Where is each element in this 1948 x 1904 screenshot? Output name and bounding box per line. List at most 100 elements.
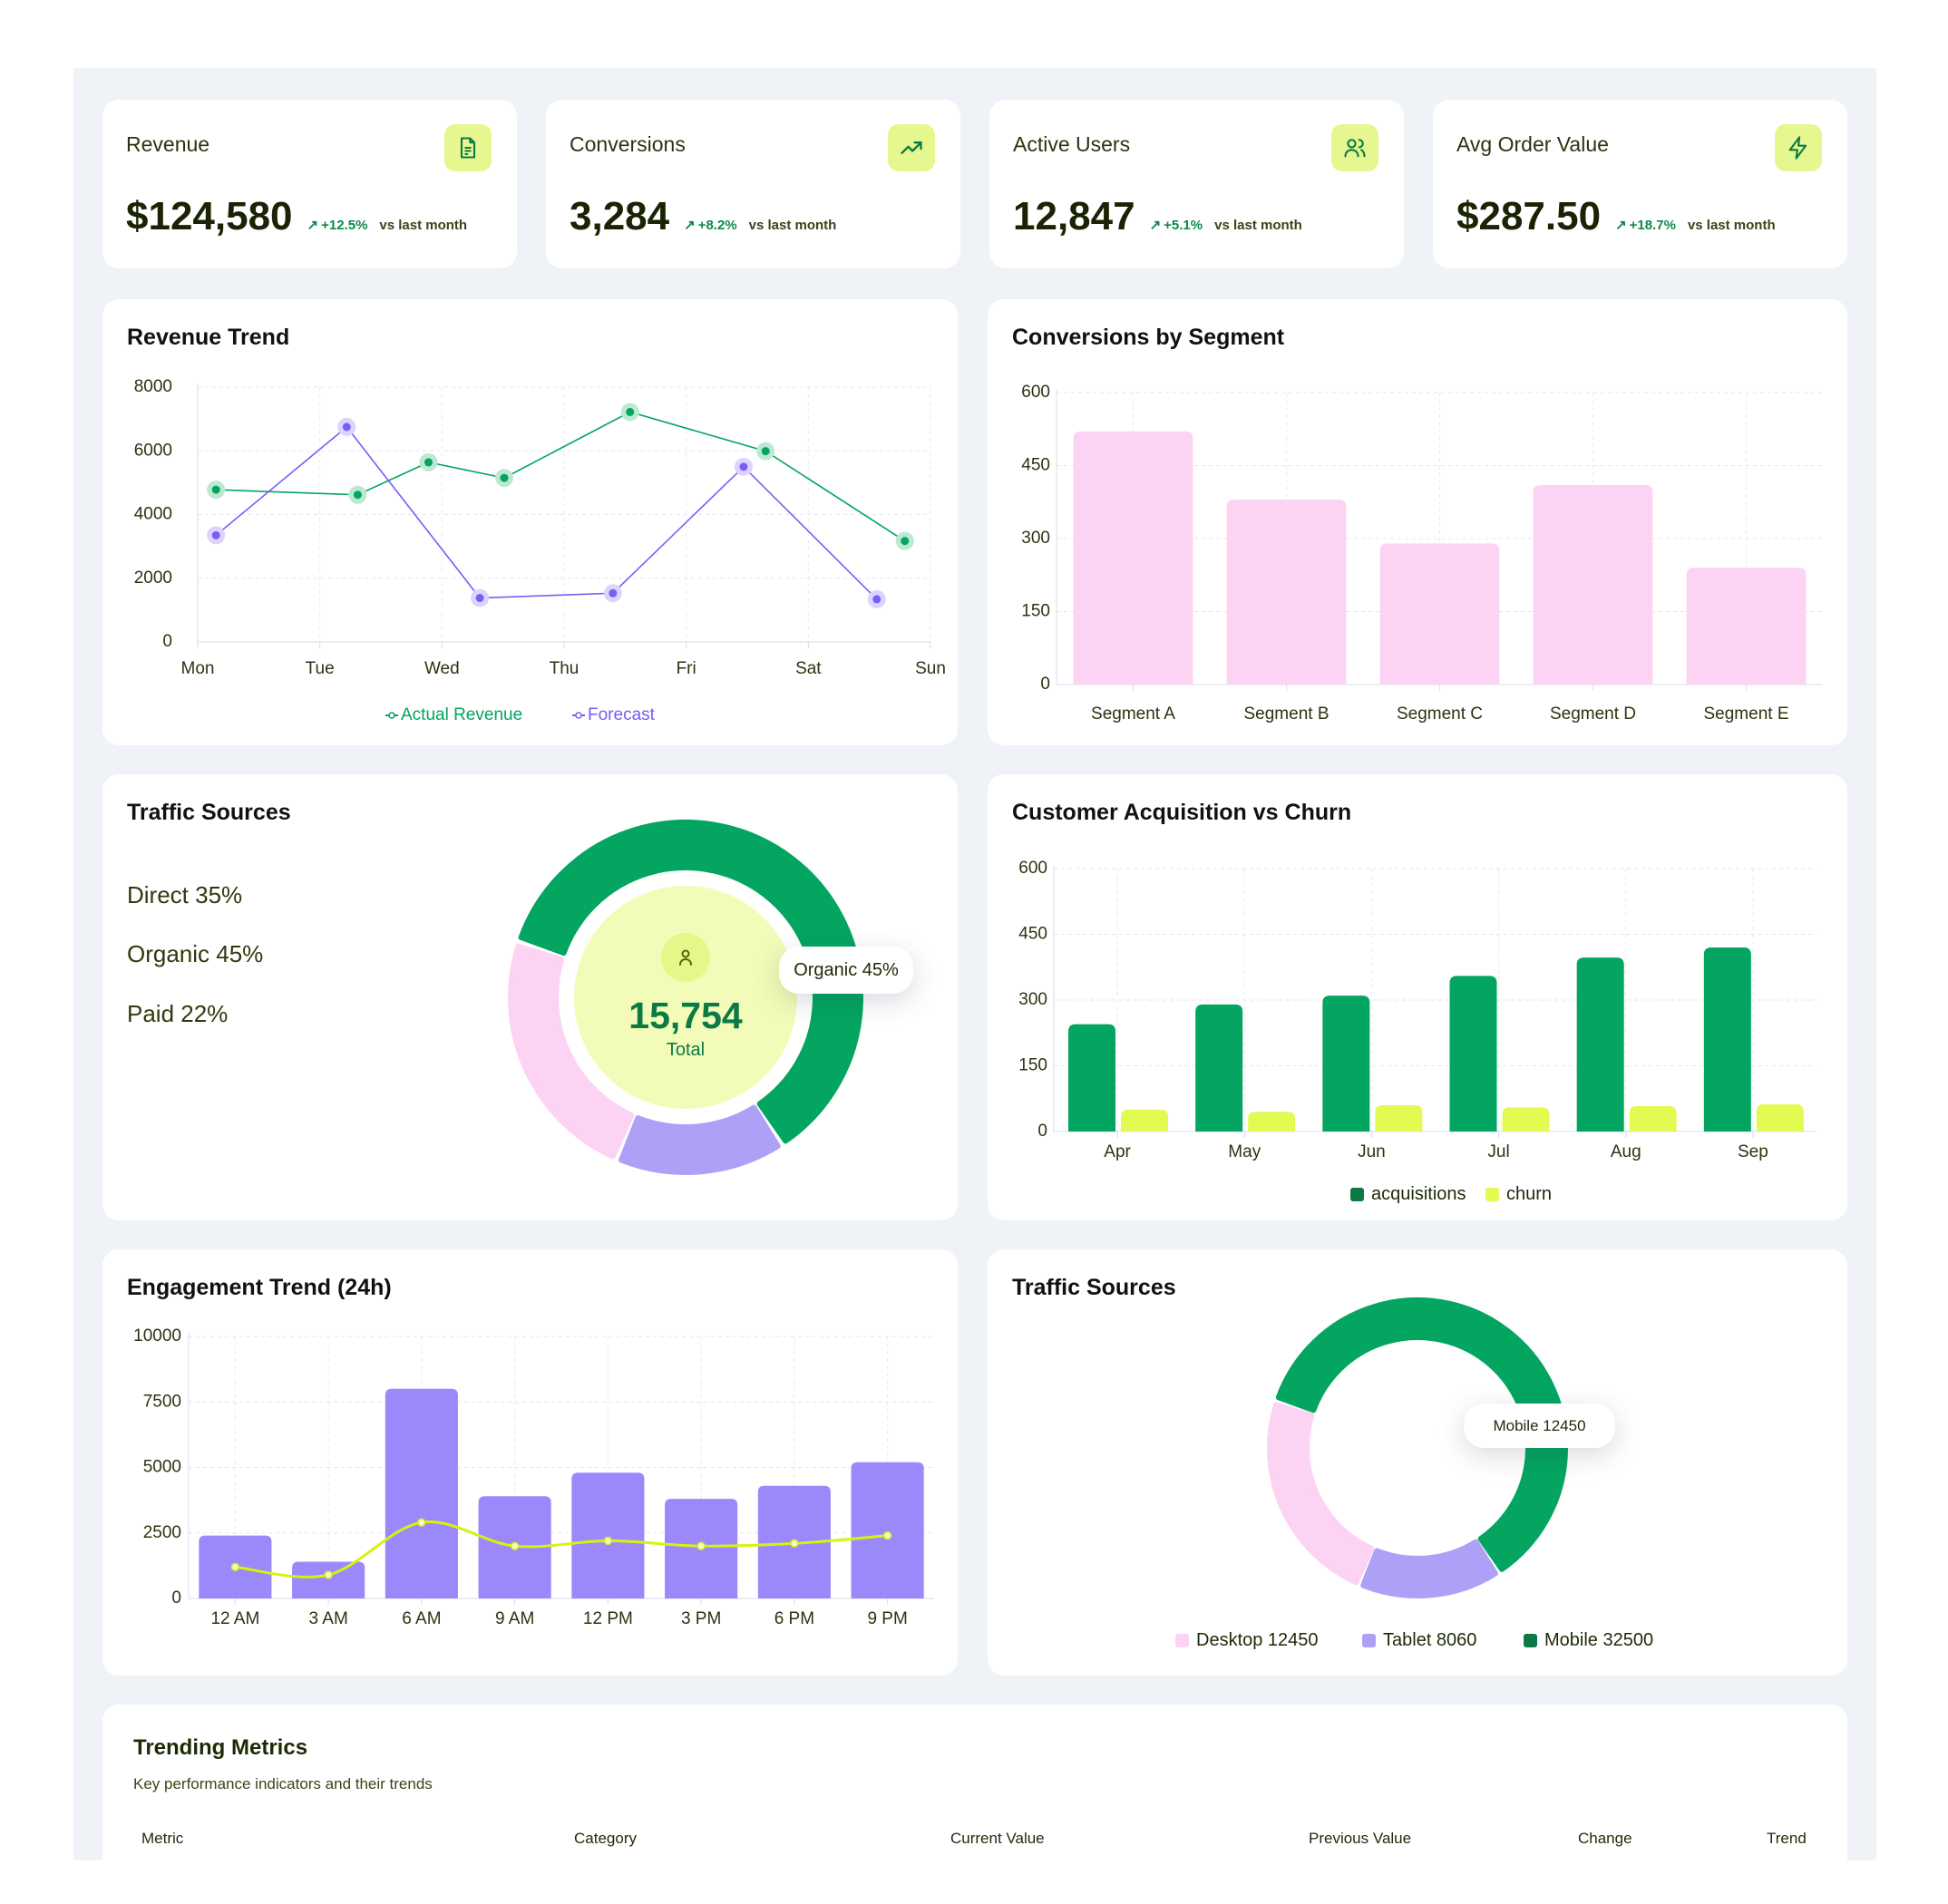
donut-segment-tablet bbox=[1360, 1539, 1498, 1598]
column-header-change[interactable]: Change bbox=[1578, 1830, 1632, 1847]
bar-9-pm bbox=[851, 1462, 924, 1598]
y-tick-label: 0 bbox=[1037, 1122, 1047, 1141]
donut-center bbox=[574, 886, 797, 1109]
x-tick-label: 6 AM bbox=[402, 1609, 441, 1628]
kpi-card-active-users: Active Users 12,847 ↗ +5.1% vs last month bbox=[989, 100, 1404, 268]
data-point bbox=[872, 595, 881, 604]
bar-acquisitions-sep bbox=[1703, 947, 1751, 1132]
x-tick-label: Mon bbox=[181, 659, 215, 678]
column-header-metric[interactable]: Metric bbox=[141, 1830, 184, 1847]
column-header-trend[interactable]: Trend bbox=[1767, 1830, 1807, 1847]
y-tick-label: 0 bbox=[1040, 675, 1050, 694]
data-point bbox=[324, 1570, 333, 1579]
bar-churn-jul bbox=[1502, 1107, 1550, 1132]
column-header-current-value[interactable]: Current Value bbox=[950, 1830, 1045, 1847]
legend-forecast: Forecast bbox=[588, 705, 656, 724]
legend-desktop[interactable]: Desktop 12450 bbox=[1175, 1630, 1319, 1651]
donut-total: 15,754 bbox=[628, 995, 743, 1036]
x-tick-label: Segment B bbox=[1244, 704, 1330, 724]
lightning-icon bbox=[1775, 124, 1822, 171]
legend-swatch bbox=[1485, 1188, 1499, 1201]
data-point bbox=[211, 485, 220, 494]
data-point bbox=[342, 423, 351, 432]
bar-acquisitions-jun bbox=[1322, 996, 1370, 1132]
legend-acquisitions[interactable]: acquisitions bbox=[1350, 1184, 1466, 1205]
donut-segment-paid bbox=[618, 1104, 781, 1175]
y-tick-label: 450 bbox=[1021, 456, 1050, 475]
bar-churn-apr bbox=[1121, 1109, 1168, 1132]
bar-churn-sep bbox=[1756, 1104, 1804, 1132]
x-tick-label: Jul bbox=[1487, 1142, 1509, 1161]
revenue-trend-chart: 0 2000 4000 6000 8000 Mon Tue Wed Thu Fri Sat Sun Ac… bbox=[134, 377, 946, 724]
bar-segment-d bbox=[1533, 484, 1653, 685]
bar-churn-may bbox=[1248, 1112, 1296, 1132]
y-tick-label: 600 bbox=[1018, 859, 1047, 878]
document-icon bbox=[444, 124, 492, 171]
legend-mobile[interactable]: Mobile 32500 bbox=[1524, 1630, 1653, 1651]
bar-12-pm bbox=[571, 1472, 645, 1598]
y-tick-label: 6000 bbox=[134, 441, 172, 460]
traffic-donut bbox=[508, 820, 863, 1175]
legend-swatch bbox=[1524, 1634, 1537, 1647]
user-icon bbox=[661, 933, 710, 982]
bar-segment-c bbox=[1379, 543, 1500, 685]
donut-segment-desktop bbox=[1267, 1402, 1375, 1586]
engagement-trend-chart: 0 2500 5000 7500 10000 12 AM 3 AM 6 AM 9 AM 12 PM… bbox=[133, 1326, 934, 1628]
data-point bbox=[790, 1539, 799, 1549]
trend-up-icon: ↗ bbox=[307, 218, 319, 233]
y-tick-label: 0 bbox=[171, 1588, 181, 1608]
data-point bbox=[882, 1530, 892, 1540]
data-point bbox=[500, 473, 509, 482]
kpi-delta: ↗ +8.2% vs last month bbox=[684, 217, 837, 234]
y-tick-label: 4000 bbox=[134, 505, 172, 524]
x-tick-label: 12 PM bbox=[583, 1609, 633, 1628]
x-tick-label: Sun bbox=[915, 659, 946, 678]
trend-up-icon: ↗ bbox=[684, 218, 696, 233]
x-tick-label: Tue bbox=[306, 659, 335, 678]
y-tick-label: 300 bbox=[1021, 529, 1050, 548]
x-tick-label: Wed bbox=[424, 659, 460, 678]
kpi-label: Revenue bbox=[126, 132, 210, 156]
x-tick-label: Segment A bbox=[1091, 704, 1175, 724]
x-tick-label: Fri bbox=[677, 659, 696, 678]
legend-churn[interactable]: churn bbox=[1485, 1184, 1552, 1205]
bar-acquisitions-may bbox=[1195, 1004, 1243, 1132]
legend-marker-icon bbox=[388, 712, 395, 719]
x-tick-label: Segment D bbox=[1550, 704, 1636, 724]
kpi-label: Active Users bbox=[1013, 132, 1131, 156]
donut-segment-direct bbox=[508, 943, 635, 1160]
data-point bbox=[475, 594, 484, 603]
column-header-category[interactable]: Category bbox=[574, 1830, 637, 1847]
users-icon bbox=[1331, 124, 1378, 171]
legend-marker-icon bbox=[575, 712, 582, 719]
data-point bbox=[424, 458, 433, 467]
x-tick-label: Jun bbox=[1358, 1142, 1386, 1161]
table-subtitle: Key performance indicators and their tre… bbox=[133, 1775, 433, 1792]
trending-metrics-card: Trending Metrics Key performance indicat… bbox=[102, 1705, 1847, 1904]
kpi-card-avg-order-value: Avg Order Value $287.50 ↗ +18.7% vs last mo… bbox=[1433, 100, 1847, 268]
bar-acquisitions-jul bbox=[1449, 976, 1497, 1132]
x-tick-label: May bbox=[1228, 1142, 1261, 1161]
acquisition-churn-card: Customer Acquisition vs Churn 0 150 300 450… bbox=[988, 774, 1847, 1220]
y-tick-label: 2500 bbox=[143, 1523, 181, 1542]
bar-segment-b bbox=[1226, 500, 1347, 685]
x-tick-label: Sep bbox=[1738, 1142, 1768, 1161]
data-point bbox=[761, 447, 770, 456]
data-point bbox=[230, 1562, 240, 1572]
x-tick-label: Aug bbox=[1611, 1142, 1641, 1161]
x-tick-label: 3 AM bbox=[308, 1609, 347, 1628]
chart-title: Conversions by Segment bbox=[1012, 325, 1285, 350]
bar-churn-jun bbox=[1375, 1105, 1423, 1132]
donut-segment-organic bbox=[518, 820, 863, 1144]
donut-segment-mobile bbox=[1275, 1297, 1568, 1572]
bar-segment-a bbox=[1073, 431, 1193, 685]
legend-tablet[interactable]: Tablet 8060 bbox=[1362, 1630, 1476, 1651]
kpi-card-revenue: Revenue $124,580 ↗ +12.5% vs last month bbox=[102, 100, 517, 268]
data-point bbox=[626, 407, 635, 416]
series-line-forecast bbox=[215, 425, 878, 600]
y-tick-label: 7500 bbox=[143, 1392, 181, 1411]
column-header-previous-value[interactable]: Previous Value bbox=[1309, 1830, 1412, 1847]
data-point bbox=[603, 1536, 613, 1546]
chart-title: Engagement Trend (24h) bbox=[127, 1275, 392, 1300]
data-point bbox=[901, 537, 910, 546]
